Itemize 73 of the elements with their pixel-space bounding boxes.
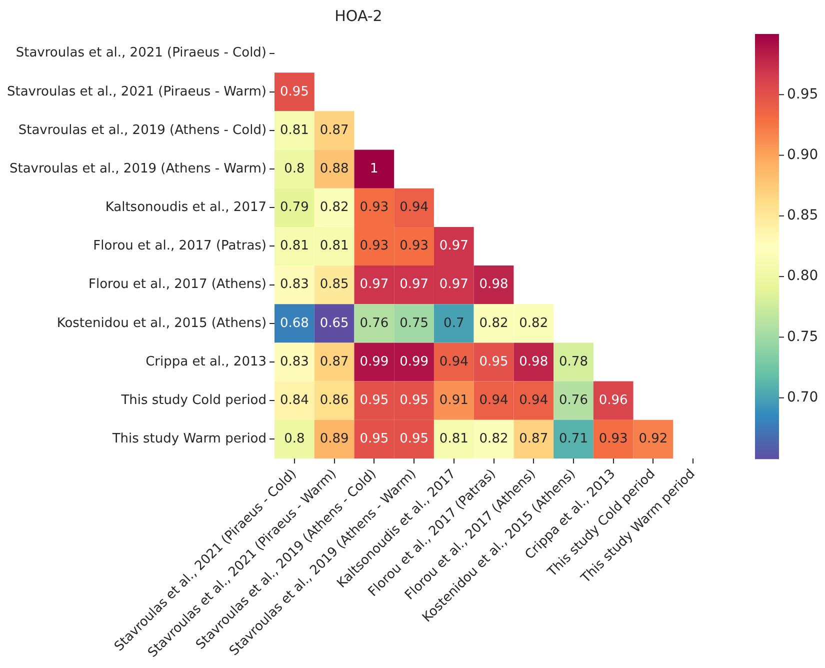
- data-label: 0.89: [320, 432, 349, 447]
- y-tick-label: Stavroulas et al., 2019 (Athens - Warm): [9, 161, 267, 176]
- data-label: 0.95: [280, 84, 309, 100]
- data-label: 0.94: [439, 354, 468, 370]
- data-label: 0.75: [400, 316, 429, 331]
- y-tick-label: Stavroulas et al., 2021 (Piraeus - Cold): [16, 46, 267, 61]
- y-tick-label: Stavroulas et al., 2021 (Piraeus - Warm): [6, 84, 267, 100]
- data-label: 0.88: [320, 161, 349, 176]
- data-label: 0.8: [284, 432, 305, 447]
- y-tick-label: Stavroulas et al., 2019 (Athens - Cold): [18, 122, 267, 138]
- data-label: 0.95: [360, 432, 389, 447]
- data-label: 0.95: [479, 354, 508, 370]
- data-label: 0.87: [320, 122, 349, 138]
- data-label: 0.7: [444, 316, 464, 331]
- color-bar-label: 0.90: [787, 146, 818, 163]
- data-label: 0.86: [320, 392, 349, 408]
- data-label: 0.68: [280, 316, 309, 331]
- data-label: 0.99: [400, 354, 429, 370]
- color-bar-label: 0.95: [787, 86, 818, 102]
- data-label: 0.82: [479, 432, 508, 447]
- data-label: 0.81: [320, 238, 349, 254]
- data-label: 0.99: [360, 354, 389, 370]
- data-label: 0.97: [439, 238, 468, 254]
- data-label: 0.71: [559, 432, 588, 447]
- y-tick-label: Kostenidou et al., 2015 (Athens): [56, 316, 267, 331]
- data-label: 0.84: [280, 392, 309, 408]
- data-label: 0.95: [400, 432, 429, 447]
- data-label: 0.78: [559, 354, 588, 370]
- data-label: 0.93: [400, 238, 429, 254]
- chart-title: HOA-2: [334, 6, 382, 25]
- data-label: 1: [370, 161, 378, 176]
- data-label: 0.76: [559, 392, 588, 408]
- data-label: 0.98: [479, 277, 508, 292]
- data-label: 0.94: [400, 200, 429, 216]
- data-label: 0.83: [280, 277, 309, 292]
- data-label: 0.94: [519, 392, 548, 408]
- data-label: 0.76: [360, 316, 389, 331]
- color-bar-label: 0.85: [787, 208, 818, 224]
- data-label: 0.91: [439, 392, 468, 408]
- data-label: 0.95: [360, 392, 389, 408]
- data-label: 0.87: [519, 432, 548, 447]
- y-tick-label: Crippa et al., 2013: [146, 354, 267, 370]
- data-label: 0.92: [638, 432, 668, 447]
- color-bar-label: 0.75: [787, 328, 818, 345]
- data-label: 0.8: [284, 161, 305, 176]
- data-label: 0.97: [360, 277, 389, 292]
- color-bar-label: 0.80: [787, 268, 818, 284]
- data-label: 0.96: [598, 392, 628, 408]
- data-label: 0.83: [280, 354, 309, 370]
- data-label: 0.98: [519, 354, 548, 370]
- data-label: 0.93: [360, 238, 389, 254]
- color-bar-label: 0.70: [787, 389, 818, 406]
- data-label: 0.82: [479, 316, 508, 331]
- data-label: 0.81: [280, 122, 309, 138]
- data-label: 0.82: [320, 200, 349, 216]
- data-label: 0.65: [320, 316, 349, 331]
- data-label: 0.81: [280, 238, 309, 254]
- y-tick-label: Kaltsonoudis et al., 2017: [105, 200, 267, 216]
- data-label: 0.81: [439, 432, 468, 447]
- y-tick-label: This study Cold period: [120, 392, 267, 408]
- y-tick-label: Florou et al., 2017 (Patras): [93, 238, 267, 254]
- data-label: 0.95: [400, 392, 429, 408]
- data-label: 0.93: [598, 432, 628, 447]
- data-label: 0.94: [479, 392, 508, 408]
- data-label: 0.82: [519, 316, 548, 331]
- data-label: 0.93: [360, 200, 389, 216]
- data-label: 0.97: [400, 277, 429, 292]
- y-tick-label: Florou et al., 2017 (Athens): [88, 277, 267, 292]
- data-label: 0.87: [320, 354, 349, 370]
- data-label: 0.97: [439, 277, 468, 292]
- y-tick-label: This study Warm period: [111, 432, 267, 447]
- data-label: 0.85: [320, 277, 349, 292]
- data-label: 0.79: [280, 200, 309, 216]
